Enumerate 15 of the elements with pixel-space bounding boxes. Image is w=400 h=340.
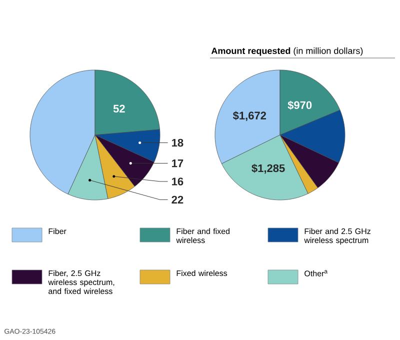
legend-label: Fiber — [48, 228, 66, 234]
data-label: 17 — [172, 160, 184, 168]
legend-label: Fiber and fixed wireless — [176, 228, 230, 244]
data-label: $1,672 — [232, 111, 266, 122]
legend-label: Fixed wireless — [176, 270, 228, 276]
chart-title: Amount requested (in million dollars) — [211, 47, 363, 56]
data-label: 52 — [113, 104, 125, 113]
legend-label: Fiber, 2.5 GHz wireless spectrum, and fixed wireless — [48, 270, 114, 294]
data-label: 22 — [172, 196, 184, 204]
legend-label: Fiber and 2.5 GHz wireless spectrum — [304, 228, 370, 245]
data-label: 16 — [172, 178, 184, 186]
legend-label: Other$^{a}$ — [304, 270, 328, 276]
data-label: 18 — [172, 138, 184, 147]
data-label: $1,285 — [252, 164, 285, 174]
data-label: $970 — [288, 100, 312, 110]
